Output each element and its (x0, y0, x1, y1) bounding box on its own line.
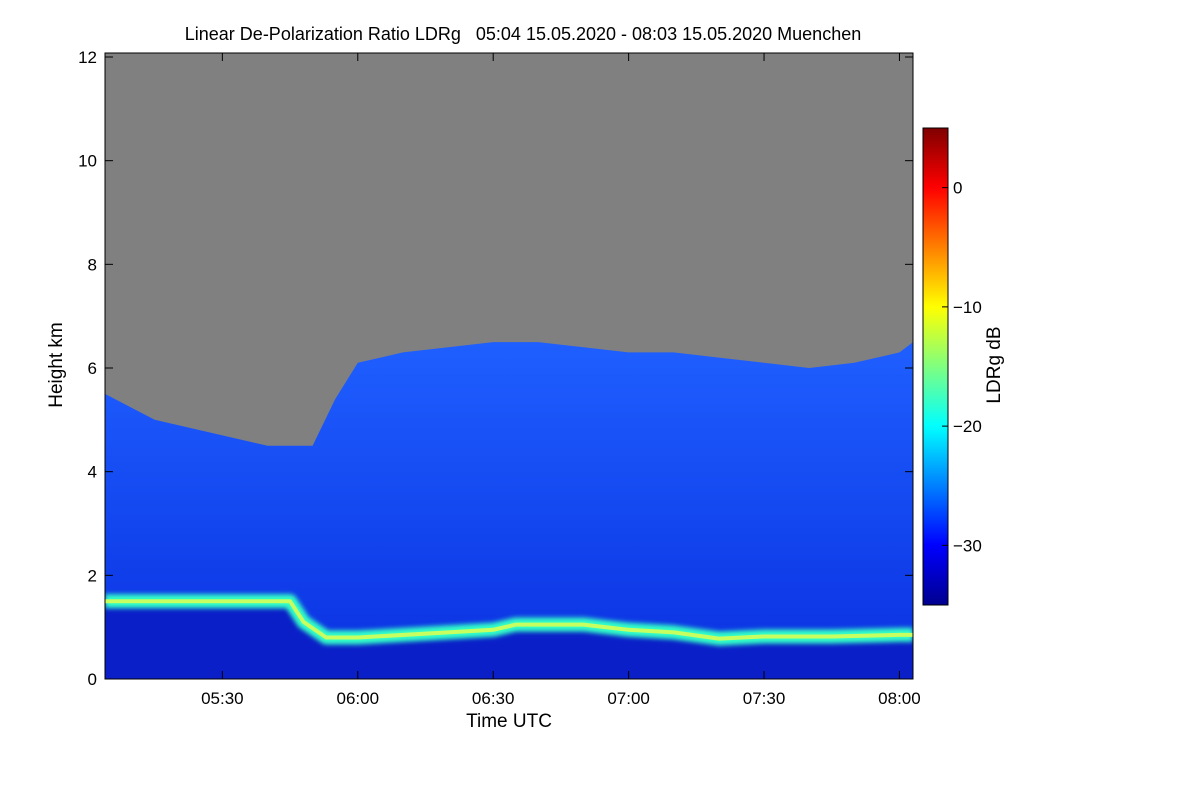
x-tick-label: 07:00 (607, 689, 650, 708)
colorbar-tick-label: −20 (953, 417, 982, 436)
plot-area (105, 53, 913, 679)
y-tick-label: 12 (78, 48, 97, 67)
colorbar-tick-label: −10 (953, 298, 982, 317)
boundary-layer-region (105, 601, 913, 679)
boundary-layer-line (105, 599, 913, 641)
y-tick-label: 0 (88, 670, 97, 689)
colorbar-label: LDRg dB (984, 326, 1005, 403)
x-axis-label: Time UTC (466, 711, 552, 732)
y-tick-label: 6 (88, 359, 97, 378)
colorbar-tick-label: −30 (953, 536, 982, 555)
x-axis: 05:30 06:00 06:30 07:00 07:30 08:00 (201, 53, 921, 708)
x-tick-label: 05:30 (201, 689, 244, 708)
chart-title: Linear De-Polarization Ratio LDRg 05:04 … (185, 24, 861, 44)
y-axis-label: Height km (46, 322, 67, 408)
x-tick-label: 08:00 (878, 689, 921, 708)
colorbar-tick-label: 0 (953, 179, 962, 198)
x-tick-label: 06:00 (337, 689, 380, 708)
colorbar: 0 −10 −20 −30 (922, 127, 982, 606)
y-tick-label: 4 (88, 463, 97, 482)
y-tick-label: 2 (88, 566, 97, 585)
x-tick-label: 06:30 (472, 689, 515, 708)
y-tick-label: 10 (78, 152, 97, 171)
y-axis: 0 2 4 6 8 10 12 (78, 48, 913, 689)
colorbar-gradient (922, 127, 949, 606)
x-tick-label: 07:30 (743, 689, 786, 708)
plot-frame (104, 52, 914, 680)
cloud-region (105, 342, 913, 679)
y-tick-label: 8 (88, 255, 97, 274)
